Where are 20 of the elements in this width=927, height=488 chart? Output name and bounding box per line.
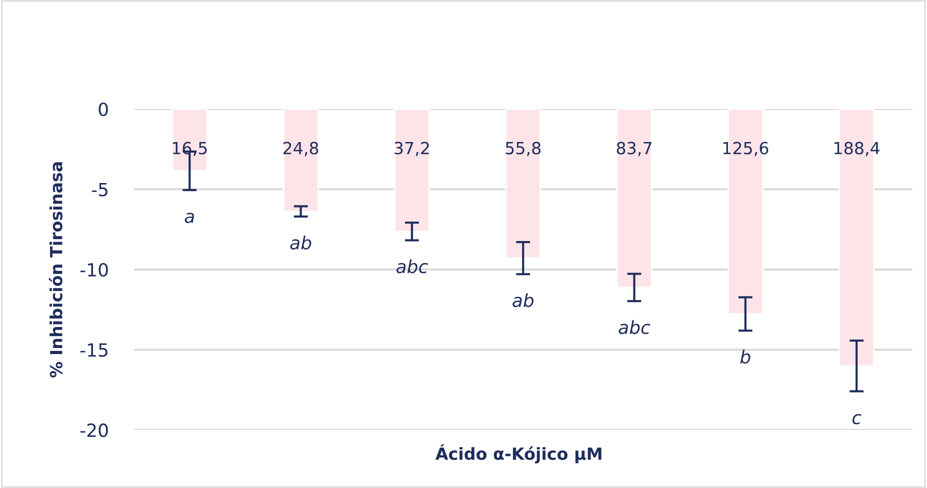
y-tick-label: -10 xyxy=(80,262,108,277)
x-tick-label: 24,8 xyxy=(283,142,318,156)
x-axis-title: Ácido α-Kójico µM xyxy=(435,444,602,464)
x-tick-label: 125,6 xyxy=(723,142,768,156)
x-tick-label: 37,2 xyxy=(394,142,429,156)
annotation: abc xyxy=(396,259,428,274)
annotation: ab xyxy=(512,293,534,308)
annotation: c xyxy=(852,414,862,424)
y-tick-label: 0 xyxy=(98,102,108,116)
y-axis-title: % Inhibición Tirosinasa xyxy=(48,162,62,378)
y-tick-label: -20 xyxy=(80,423,108,438)
y-tick-label: -5 xyxy=(92,182,108,196)
x-tick-label: 55,8 xyxy=(506,142,541,156)
annotation: abc xyxy=(618,320,650,334)
annotation: ab xyxy=(290,236,312,250)
y-tick-label: -15 xyxy=(80,343,108,357)
annotation: b xyxy=(740,350,750,364)
annotation: a xyxy=(184,212,194,224)
x-tick-label: 83,7 xyxy=(616,142,652,156)
x-tick-label: 188,4 xyxy=(834,142,880,156)
